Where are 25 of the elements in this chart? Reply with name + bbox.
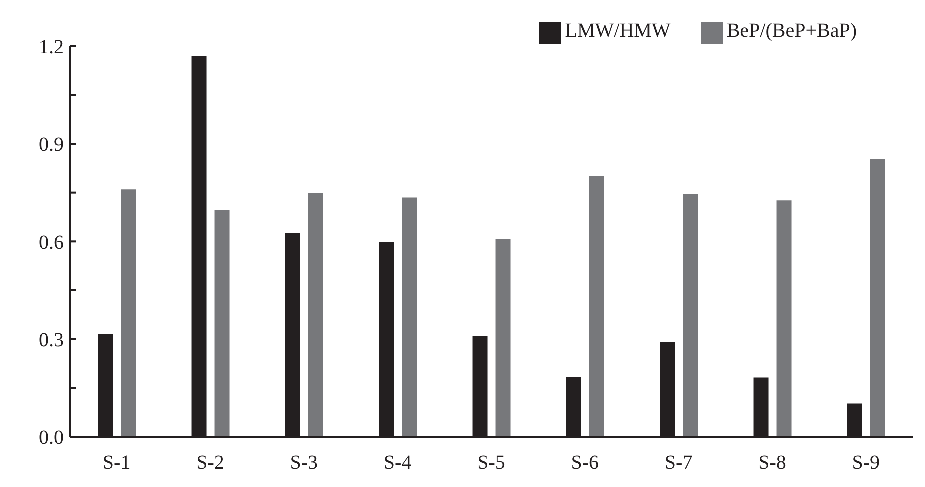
x-tick-label: S-8 [758,452,786,474]
x-tick-label: S-6 [571,452,600,474]
x-tick-label: S-2 [196,452,224,474]
bar [121,190,136,437]
x-tick-label: S-1 [102,452,131,474]
bar [776,200,792,437]
bar [870,159,886,437]
x-tick-label: S-7 [664,452,693,474]
bar [308,193,324,437]
x-tick-label: S-4 [384,452,412,474]
y-tick-label: 0.3 [39,329,64,352]
bar [496,239,511,437]
bar [402,198,418,437]
y-tick-label: 0.6 [39,232,64,254]
y-tick-label: 1.2 [39,36,64,58]
x-tick-label: S-9 [852,452,880,474]
legend-label: BeP/(BeP+BaP) [726,20,857,42]
bar [683,194,698,437]
y-tick-label: 0.9 [39,134,64,156]
x-tick-label: S-3 [290,452,318,474]
y-tick-label: 0.0 [39,427,64,450]
bar [214,210,230,437]
legend-label: LMW/HMW [565,20,671,42]
x-tick-label: S-5 [478,452,506,474]
bar [589,176,604,437]
